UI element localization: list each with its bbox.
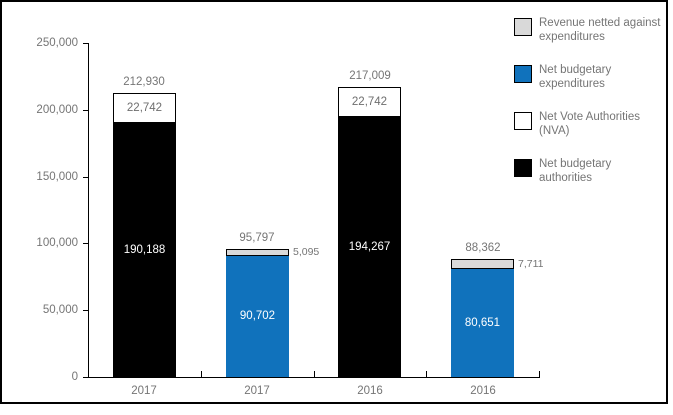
x-axis-tick bbox=[201, 371, 202, 377]
x-axis-line bbox=[88, 377, 540, 378]
y-axis-tick-label: 150,000 bbox=[36, 171, 78, 183]
segment-side-label: 5,095 bbox=[293, 246, 320, 258]
category-label: 2017 bbox=[244, 385, 270, 397]
y-axis-tick-label: 50,000 bbox=[42, 304, 78, 316]
segment-side-label: 7,711 bbox=[518, 258, 544, 270]
legend-swatch-net-budgetary-expenditures bbox=[514, 65, 532, 83]
y-axis-tick bbox=[83, 377, 88, 378]
bar-segment-label: 190,188 bbox=[123, 243, 166, 256]
legend-swatch-net-budgetary-authorities bbox=[514, 159, 532, 177]
y-axis-tick bbox=[83, 177, 88, 178]
x-axis-tick bbox=[314, 371, 315, 377]
legend-item-net-budgetary-authorities: Net budgetary authorities bbox=[514, 158, 666, 185]
y-axis-tick-label: 0 bbox=[71, 371, 78, 383]
legend-item-revenue-netted: Revenue netted against expenditures bbox=[514, 17, 666, 44]
y-axis-line bbox=[88, 43, 89, 377]
y-axis-tick bbox=[83, 43, 88, 44]
x-axis-tick bbox=[426, 371, 427, 377]
x-axis-tick bbox=[539, 371, 540, 377]
bar-segment-label: 22,742 bbox=[126, 101, 163, 114]
legend-item-net-vote-authorities: Net Vote Authorities (NVA) bbox=[514, 111, 666, 138]
bar-segment-label: 80,651 bbox=[464, 317, 501, 330]
bar-segment-net-budgetary-authorities: 190,188 bbox=[113, 122, 176, 377]
legend-label: Net budgetary expenditures bbox=[539, 64, 612, 90]
bar-total-label: 212,930 bbox=[123, 76, 165, 88]
legend-swatch-revenue-netted bbox=[514, 18, 532, 36]
y-axis-tick bbox=[83, 310, 88, 311]
y-axis-tick bbox=[83, 110, 88, 111]
legend-item-net-budgetary-expenditures: Net budgetary expenditures bbox=[514, 64, 666, 91]
bar-segment-label: 90,702 bbox=[239, 310, 276, 323]
legend-label: Net Vote Authorities (NVA) bbox=[539, 111, 641, 137]
y-axis-tick bbox=[83, 243, 88, 244]
legend-label: Revenue netted against expenditures bbox=[539, 17, 661, 43]
bar-segment-revenue-netted-against-expenditures bbox=[451, 258, 514, 270]
bar-total-label: 95,797 bbox=[239, 232, 275, 244]
bar-total-label: 217,009 bbox=[349, 70, 391, 82]
category-label: 2016 bbox=[470, 385, 496, 397]
bar-segment-net-budgetary-expenditures: 80,651 bbox=[451, 269, 514, 377]
bar-segment-net-budgetary-expenditures: 90,702 bbox=[226, 255, 289, 377]
bar-segment-net-budgetary-authorities: 194,267 bbox=[338, 117, 401, 377]
y-axis-tick-label: 200,000 bbox=[36, 104, 78, 116]
category-label: 2016 bbox=[357, 385, 383, 397]
bar-segment-revenue-netted-against-expenditures bbox=[226, 249, 289, 256]
bar-segment-net-vote-authorities-nva-: 22,742 bbox=[113, 92, 176, 123]
bar-segment-label: 22,742 bbox=[351, 96, 388, 109]
bar-total-label: 88,362 bbox=[465, 242, 501, 254]
y-axis-tick-label: 250,000 bbox=[36, 37, 78, 49]
bar-segment-net-vote-authorities-nva-: 22,742 bbox=[338, 87, 401, 118]
legend: Revenue netted against expenditures Net … bbox=[514, 17, 666, 205]
category-label: 2017 bbox=[131, 385, 157, 397]
y-axis-tick-label: 100,000 bbox=[36, 237, 78, 249]
bar-segment-label: 194,267 bbox=[348, 241, 391, 254]
legend-label: Net budgetary authorities bbox=[539, 158, 612, 184]
legend-swatch-net-vote-authorities bbox=[514, 112, 532, 130]
